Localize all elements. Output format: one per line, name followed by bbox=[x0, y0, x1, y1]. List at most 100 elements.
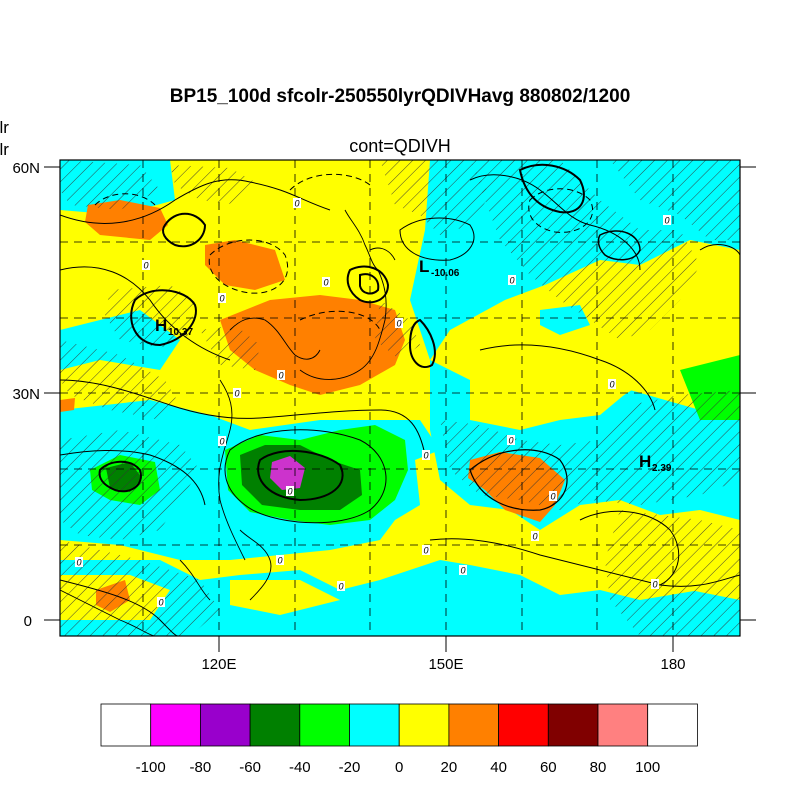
contour-zero-label: 0 bbox=[233, 388, 241, 399]
svg-text:0: 0 bbox=[278, 371, 283, 381]
contour-zero-label: 0 bbox=[531, 531, 539, 542]
contour-zero-label: 0 bbox=[549, 491, 557, 502]
pressure-centers: L -10.06 H 10.37 H 2.39 bbox=[155, 257, 672, 474]
svg-text:0: 0 bbox=[323, 278, 328, 288]
svg-text:0: 0 bbox=[423, 546, 428, 556]
contour-zero-label: 0 bbox=[75, 557, 83, 568]
contour-zero-labels: 0 0 0 0 0 0 0 0 0 0 0 0 0 0 0 0 0 0 0 0 0 0 0 bbox=[75, 198, 671, 608]
contour-zero-label: 0 bbox=[663, 215, 671, 226]
lon-axis: 120E 150E 180 bbox=[201, 636, 686, 673]
colorbar-box bbox=[150, 703, 201, 747]
colorbar-label: 80 bbox=[590, 759, 607, 776]
colorbar-label: -40 bbox=[289, 759, 311, 776]
svg-text:0: 0 bbox=[550, 492, 555, 502]
svg-text:0: 0 bbox=[460, 566, 465, 576]
contour-zero-label: 0 bbox=[276, 555, 284, 566]
dashed-contour-lines bbox=[94, 173, 593, 331]
map-frame bbox=[59, 159, 741, 637]
svg-text:0: 0 bbox=[219, 437, 224, 447]
colorbar-label: -20 bbox=[339, 759, 361, 776]
svg-text:0: 0 bbox=[423, 451, 428, 461]
contour-zero-label: 0 bbox=[422, 450, 430, 461]
center-value-H2: 2.39 bbox=[652, 463, 672, 474]
svg-text:0: 0 bbox=[294, 199, 299, 209]
svg-text:0: 0 bbox=[664, 216, 669, 226]
colorbar bbox=[100, 703, 698, 747]
svg-text:0: 0 bbox=[234, 389, 239, 399]
figure-subtitle: cont=QDIVH bbox=[349, 136, 451, 156]
colorbar-box bbox=[349, 703, 400, 747]
lon-label-120e: 120E bbox=[201, 656, 236, 673]
center-letter-L: L bbox=[419, 257, 429, 276]
map-field bbox=[60, 160, 740, 636]
svg-text:0: 0 bbox=[158, 598, 163, 608]
coastlines bbox=[60, 209, 396, 636]
colorbar-box bbox=[647, 703, 698, 747]
svg-text:0: 0 bbox=[609, 380, 614, 390]
contour-zero-label: 0 bbox=[293, 198, 301, 209]
contour-lines bbox=[60, 163, 740, 636]
colorbar-box bbox=[498, 703, 549, 747]
colorbar-box bbox=[199, 703, 251, 747]
hatched-regions bbox=[60, 160, 740, 636]
colorbar-label: 100 bbox=[635, 759, 660, 776]
svg-text:0: 0 bbox=[338, 582, 343, 592]
center-value-H1: 10.37 bbox=[168, 327, 193, 338]
figure-title: BP15_100d sfcolr-250550lyrQDIVHavg 88080… bbox=[169, 86, 631, 107]
contour-zero-label: 0 bbox=[337, 581, 345, 592]
contour-zero-label: 0 bbox=[508, 275, 516, 286]
center-letter-H1: H bbox=[155, 316, 167, 335]
contour-zero-label: 0 bbox=[608, 379, 616, 390]
colorbar-label: 40 bbox=[490, 759, 507, 776]
colorbar-label: 0 bbox=[395, 759, 403, 776]
contour-zero-label: 0 bbox=[459, 565, 467, 576]
contour-zero-label: 0 bbox=[286, 486, 294, 497]
graticule bbox=[60, 160, 740, 636]
colorbar-box bbox=[100, 703, 152, 747]
contour-zero-label: 0 bbox=[322, 277, 330, 288]
contour-zero-label: 0 bbox=[277, 370, 285, 381]
colorbar-box bbox=[398, 703, 450, 747]
contour-zero-label: 0 bbox=[157, 597, 165, 608]
lat-label-60n: 60N bbox=[12, 160, 40, 177]
lat-axis: 60N 30N 0 bbox=[12, 160, 756, 630]
colorbar-label: 20 bbox=[441, 759, 458, 776]
svg-text:0: 0 bbox=[508, 436, 513, 446]
svg-text:0: 0 bbox=[143, 261, 148, 271]
center-value-L: -10.06 bbox=[431, 268, 460, 279]
svg-text:0: 0 bbox=[277, 556, 282, 566]
colorbar-box bbox=[547, 703, 599, 747]
colorbar-label: -100 bbox=[136, 759, 166, 776]
lon-label-150e: 150E bbox=[428, 656, 463, 673]
contour-zero-label: 0 bbox=[142, 260, 150, 271]
colorbar-box bbox=[597, 703, 649, 747]
colorbar-labels: -100 -80 -60 -40 -20 0 20 40 60 80 100 bbox=[136, 759, 661, 776]
svg-text:0: 0 bbox=[532, 532, 537, 542]
contour-zero-label: 0 bbox=[218, 293, 226, 304]
colorbar-label: -80 bbox=[190, 759, 212, 776]
svg-text:0: 0 bbox=[396, 319, 401, 329]
svg-text:0: 0 bbox=[509, 276, 514, 286]
colorbar-label: 60 bbox=[540, 759, 557, 776]
svg-text:0: 0 bbox=[287, 487, 292, 497]
center-letter-H2: H bbox=[639, 452, 651, 471]
colorbar-box bbox=[448, 703, 499, 747]
svg-text:0: 0 bbox=[76, 558, 81, 568]
contour-zero-label: 0 bbox=[507, 435, 515, 446]
lat-label-30n: 30N bbox=[12, 386, 40, 403]
contour-zero-label: 0 bbox=[218, 436, 226, 447]
svg-text:0: 0 bbox=[652, 580, 657, 590]
contour-zero-label: 0 bbox=[395, 318, 403, 329]
colorbar-label: -60 bbox=[239, 759, 261, 776]
colorbar-box bbox=[249, 703, 301, 747]
contour-zero-label: 0 bbox=[651, 579, 659, 590]
lat-label-0: 0 bbox=[24, 613, 32, 630]
left-label-2: olr bbox=[0, 140, 9, 159]
lon-label-180: 180 bbox=[660, 656, 685, 673]
left-label-1: olr bbox=[0, 118, 9, 137]
contour-zero-label: 0 bbox=[422, 545, 430, 556]
svg-text:0: 0 bbox=[219, 294, 224, 304]
colorbar-box bbox=[299, 703, 350, 747]
